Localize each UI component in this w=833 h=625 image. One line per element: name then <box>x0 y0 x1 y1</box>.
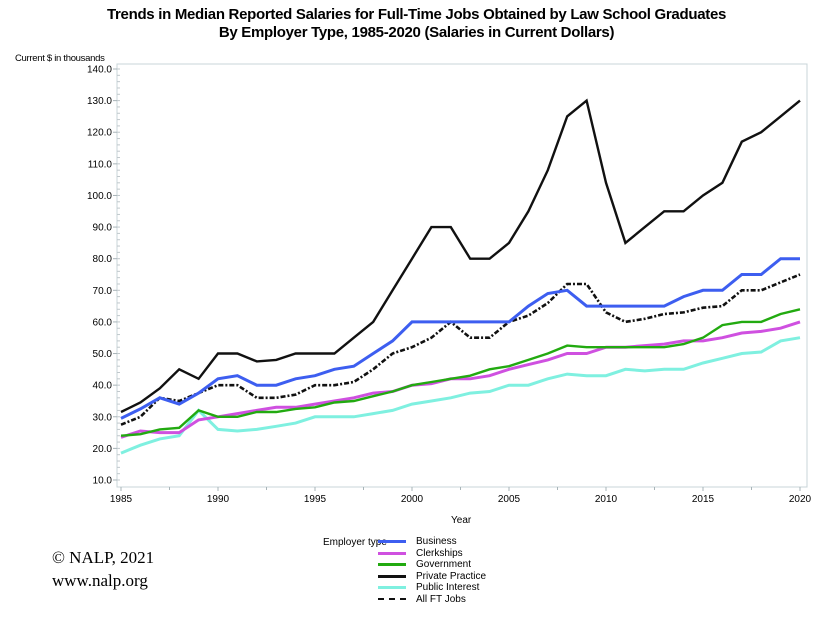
x-tick-label: 2015 <box>692 494 715 505</box>
y-tick-label: 110.0 <box>88 159 113 170</box>
legend-item: Public Interest <box>378 582 486 594</box>
legend-item: Private Practice <box>378 571 486 583</box>
x-tick-label: 1985 <box>110 494 133 505</box>
y-axis-label: Current $ in thousands <box>15 53 105 64</box>
legend-item: Business <box>378 536 486 548</box>
plot-frame <box>116 63 808 488</box>
legend-label: Government <box>416 559 472 571</box>
legend-swatch <box>378 563 406 567</box>
legend-swatch <box>378 586 406 590</box>
series-line-all-ft-jobs <box>120 273 801 426</box>
y-tick-label: 70.0 <box>93 286 113 297</box>
y-axis: 10.0 20.0 30.0 40.0 50.0 60.0 70.0 80.0 90.0 100.… <box>87 65 120 487</box>
legend-swatch <box>378 540 406 544</box>
y-tick-label: 90.0 <box>93 223 113 234</box>
legend-label: Public Interest <box>416 582 480 594</box>
legend-title: Employer type <box>323 537 387 548</box>
legend-item: All FT Jobs <box>378 594 486 606</box>
copyright-text: © NALP, 2021 <box>52 548 155 567</box>
x-tick-label: 2000 <box>401 494 424 505</box>
y-tick-label: 30.0 <box>93 412 113 423</box>
series-line-business <box>120 257 800 420</box>
legend-label: Private Practice <box>416 570 487 582</box>
x-tick-label: 2010 <box>595 494 618 505</box>
y-tick-label: 60.0 <box>93 317 113 328</box>
series-line-clerkships <box>120 320 801 439</box>
x-tick-label: 1990 <box>207 494 230 505</box>
chart-title: Trends in Median Reported Salaries for F… <box>106 6 727 23</box>
y-tick-label: 130.0 <box>87 96 112 107</box>
series-line-government <box>120 308 801 437</box>
legend-swatch <box>378 598 406 601</box>
y-tick-label: 140.0 <box>87 65 112 76</box>
legend-label: Business <box>416 536 457 548</box>
chart-subtitle: By Employer Type, 1985-2020 (Salaries in… <box>218 24 615 41</box>
y-tick-label: 120.0 <box>87 128 112 139</box>
legend: Business Clerkships Government Private Prac… <box>378 536 486 605</box>
x-tick-label: 2020 <box>789 494 812 505</box>
y-tick-label: 10.0 <box>93 476 113 487</box>
legend-swatch <box>378 551 406 555</box>
x-tick-label: 1995 <box>304 494 327 505</box>
website-text: www.nalp.org <box>52 571 148 590</box>
y-tick-label: 80.0 <box>93 254 113 265</box>
series-line-private-practice <box>120 98 801 414</box>
y-tick-label: 100.0 <box>87 191 112 202</box>
legend-label: Clerkships <box>416 547 463 559</box>
x-axis: 1985 1990 1995 2000 2005 2010 2015 2020 <box>110 487 812 505</box>
plot-area-border <box>116 63 808 488</box>
series-lines <box>120 98 801 455</box>
series-line-public-interest <box>120 336 801 455</box>
legend-label: All FT Jobs <box>416 593 466 605</box>
legend-swatch <box>378 574 406 578</box>
x-tick-label: 2005 <box>498 494 521 505</box>
y-tick-label: 50.0 <box>93 349 113 360</box>
y-tick-label: 20.0 <box>93 444 113 455</box>
legend-item: Clerkships <box>378 548 486 560</box>
legend-item: Government <box>378 559 486 571</box>
y-tick-label: 40.0 <box>93 381 113 392</box>
x-axis-label: Year <box>451 515 472 526</box>
